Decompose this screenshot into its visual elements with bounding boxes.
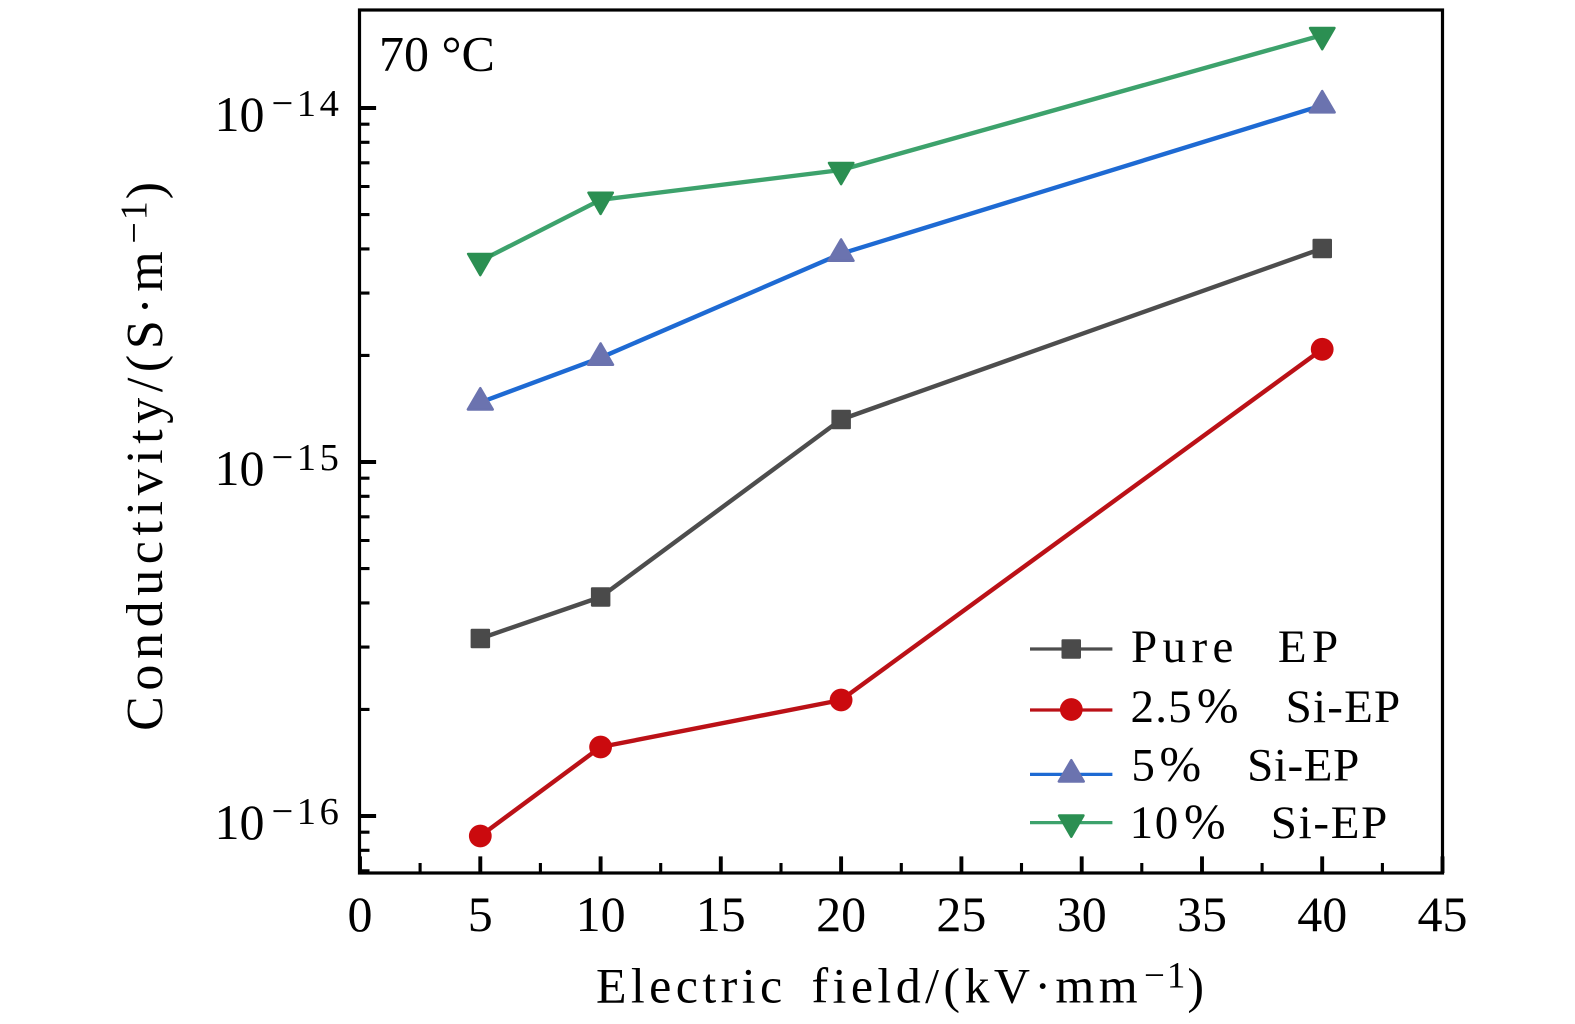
svg-text:40: 40: [1297, 886, 1347, 942]
svg-text:5: 5: [468, 886, 493, 942]
svg-text:Conductivity/(S·m−1): Conductivity/(S·m−1): [113, 182, 174, 731]
svg-text:10−16: 10 −16: [214, 791, 342, 850]
svg-text:10−14: 10 −14: [214, 83, 342, 142]
svg-text:20: 20: [816, 886, 866, 942]
svg-text:35: 35: [1177, 886, 1227, 942]
svg-text:45: 45: [1418, 886, 1468, 942]
svg-text:10−15: 10 −15: [214, 437, 342, 496]
svg-text:15: 15: [696, 886, 746, 942]
svg-text:2.5% Si-EP: 2.5% Si-EP: [1131, 677, 1402, 733]
svg-text:30: 30: [1057, 886, 1107, 942]
svg-text:5% Si-EP: 5% Si-EP: [1131, 736, 1359, 792]
svg-text:10% Si-EP: 10% Si-EP: [1130, 793, 1389, 849]
svg-text:Electric field/(kV·mm−1): Electric field/(kV·mm−1): [596, 956, 1204, 1014]
svg-text:70 °C: 70 °C: [379, 25, 495, 81]
svg-text:10: 10: [576, 886, 626, 942]
svg-text:Pure EP: Pure EP: [1131, 621, 1344, 673]
svg-text:25: 25: [936, 886, 986, 942]
svg-text:0: 0: [348, 886, 373, 942]
